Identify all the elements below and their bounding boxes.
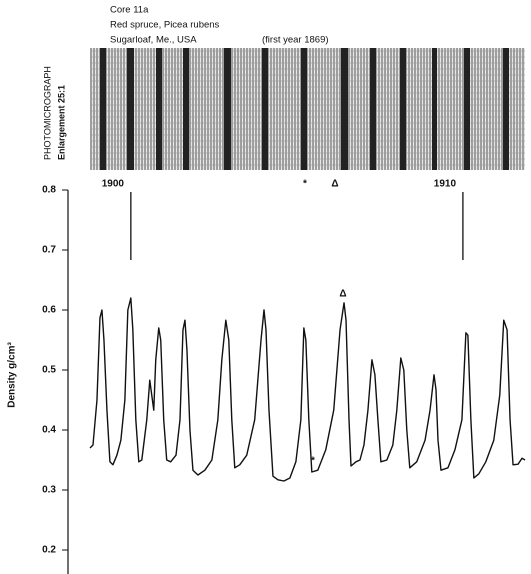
y-tick-label: 0.2 <box>42 545 56 556</box>
header-line: (first year 1869) <box>262 35 329 46</box>
header-line: Red spruce, Picea rubens <box>110 20 220 31</box>
y-tick-label: 0.6 <box>42 305 56 316</box>
y-tick-label: 0.5 <box>42 365 56 376</box>
annotation: Δ <box>331 179 338 190</box>
annotation: * <box>303 179 307 190</box>
photomicrograph <box>90 48 525 170</box>
x-tick-label: 1910 <box>434 179 457 190</box>
header-line: Core 11a <box>110 5 149 16</box>
density-line <box>89 297 526 482</box>
x-tick-label: 1900 <box>102 179 125 190</box>
annotation: * <box>311 456 315 467</box>
annotation: Δ <box>339 289 346 300</box>
header-line: Sugarloaf, Me., USA <box>110 35 197 46</box>
photo-label: Enlargement 25:1 <box>56 85 66 160</box>
y-tick-label: 0.8 <box>42 185 56 196</box>
y-tick-label: 0.3 <box>42 485 56 496</box>
y-tick-label: 0.4 <box>42 425 56 436</box>
y-tick-label: 0.7 <box>42 245 56 256</box>
y-axis-label: Density g/cm³ <box>7 342 18 408</box>
photo-label: PHOTOMICROGRAPH <box>42 66 52 160</box>
